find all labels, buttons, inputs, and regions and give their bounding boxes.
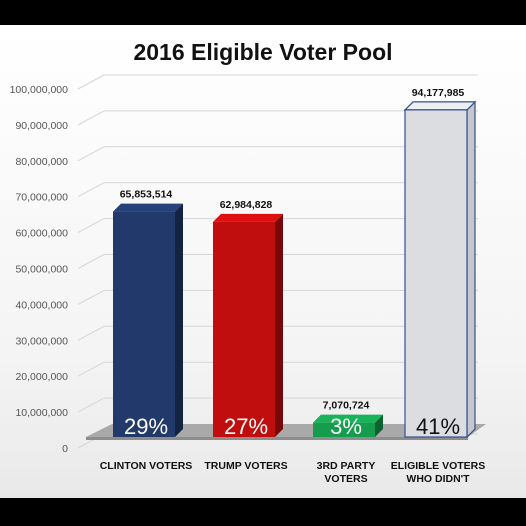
y-tick-label: 60,000,000 bbox=[15, 228, 68, 240]
category-label: 3RD PARTY VOTERS bbox=[317, 460, 376, 485]
floor-top bbox=[86, 424, 486, 437]
percent-labels: 29% 27% 3% 41% bbox=[124, 414, 460, 439]
gridline-diagonal bbox=[77, 361, 105, 377]
floor-edge bbox=[86, 437, 468, 440]
category-label-line: CLINTON VOTERS bbox=[100, 460, 193, 472]
gridline-diagonal bbox=[77, 218, 105, 234]
chart-floor bbox=[86, 424, 486, 440]
bar-value-label: 7,070,724 bbox=[323, 400, 370, 412]
y-tick-label: 10,000,000 bbox=[15, 407, 68, 419]
bar bbox=[113, 203, 183, 437]
y-tick-label: 20,000,000 bbox=[15, 371, 68, 383]
bar-front bbox=[404, 109, 468, 438]
bar-percent-label: 3% bbox=[330, 414, 362, 439]
category-label: TRUMP VOTERS bbox=[204, 460, 287, 472]
gridline-diagonal bbox=[77, 110, 105, 126]
bar-value-label: 65,853,514 bbox=[120, 189, 173, 201]
x-axis-labels: CLINTON VOTERS TRUMP VOTERS 3RD PARTY VOTER… bbox=[100, 460, 486, 485]
gridline-diagonal bbox=[77, 289, 105, 305]
gridline-diagonal bbox=[77, 254, 105, 269]
bar-chart: 2016 Eligible Voter Pool 0 10,000,000 20,0… bbox=[10, 39, 486, 485]
bar-side bbox=[466, 100, 476, 439]
gridline-diagonal bbox=[77, 325, 105, 341]
gridline-diagonal bbox=[77, 397, 105, 413]
gridline-diagonal bbox=[77, 182, 105, 198]
bar bbox=[403, 100, 477, 439]
category-label-line: WHO DIDN'T bbox=[406, 473, 470, 485]
y-tick-label: 90,000,000 bbox=[15, 120, 68, 132]
y-tick-label: 30,000,000 bbox=[15, 335, 68, 347]
bar-value-label: 62,984,828 bbox=[220, 199, 273, 211]
y-tick-label: 40,000,000 bbox=[15, 299, 68, 311]
gridline-diagonal bbox=[77, 146, 105, 162]
bar-percent-label: 29% bbox=[124, 414, 168, 439]
bar-side bbox=[175, 203, 183, 437]
bar-top bbox=[113, 203, 183, 212]
y-tick-label: 80,000,000 bbox=[15, 156, 68, 168]
bar bbox=[313, 414, 383, 437]
bar-percent-label: 27% bbox=[224, 414, 268, 439]
y-tick-label: 70,000,000 bbox=[15, 192, 68, 204]
category-label-line: ELIGIBLE VOTERS bbox=[391, 460, 486, 472]
bar-side bbox=[275, 213, 283, 437]
bar-side bbox=[375, 414, 383, 437]
category-label: ELIGIBLE VOTERS WHO DIDN'T bbox=[391, 460, 486, 485]
bar-top bbox=[213, 213, 283, 222]
bar-top bbox=[313, 414, 383, 423]
chart-title: 2016 Eligible Voter Pool bbox=[133, 39, 392, 65]
bar-front bbox=[213, 221, 275, 437]
gridline-diagonal bbox=[77, 74, 105, 90]
bar-front bbox=[113, 211, 175, 437]
category-label-line: TRUMP VOTERS bbox=[204, 460, 287, 472]
value-labels: 65,853,514 62,984,828 7,070,724 94,177,985 bbox=[120, 87, 465, 412]
y-tick-label: 50,000,000 bbox=[15, 264, 68, 276]
bar-percent-label: 41% bbox=[416, 414, 460, 439]
bar-front bbox=[313, 422, 375, 437]
bar-value-label: 94,177,985 bbox=[412, 87, 465, 99]
y-tick-label: 100,000,000 bbox=[10, 84, 69, 96]
category-label-line: VOTERS bbox=[324, 473, 367, 485]
y-tick-label: 0 bbox=[62, 443, 68, 455]
chart-frame: 2016 Eligible Voter Pool 0 10,000,000 20,0… bbox=[0, 25, 526, 498]
bars bbox=[113, 100, 477, 439]
y-axis-ticks: 0 10,000,000 20,000,000 30,000,000 40,000,00… bbox=[10, 84, 69, 455]
category-label-line: 3RD PARTY bbox=[317, 460, 376, 472]
category-label: CLINTON VOTERS bbox=[100, 460, 193, 472]
bar bbox=[213, 213, 283, 437]
bar-top bbox=[403, 101, 477, 111]
